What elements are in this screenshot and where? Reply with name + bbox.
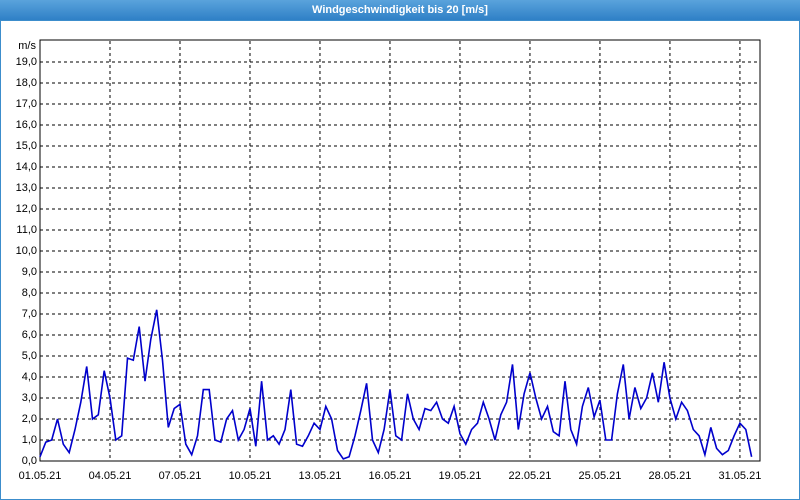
y-tick-label: 5,0 xyxy=(22,350,37,362)
x-tick-label: 01.05.21 xyxy=(19,470,62,482)
chart-title: Windgeschwindigkeit bis 20 [m/s] xyxy=(312,4,488,16)
x-tick-label: 07.05.21 xyxy=(159,470,202,482)
y-tick-label: 1,0 xyxy=(22,434,37,446)
plot-border xyxy=(39,39,761,462)
x-tick-label: 16.05.21 xyxy=(369,470,412,482)
y-tick-label: 7,0 xyxy=(22,308,37,320)
frame xyxy=(0,20,800,500)
y-tick-label: 16,0 xyxy=(16,119,37,131)
x-tick-label: 22.05.21 xyxy=(509,470,552,482)
y-tick-label: 18,0 xyxy=(16,77,37,89)
y-tick-label: 12,0 xyxy=(16,203,37,215)
x-tick-label: 10.05.21 xyxy=(229,470,272,482)
title-bar xyxy=(0,0,800,20)
x-tick-label: 19.05.21 xyxy=(439,470,482,482)
y-tick-label: 8,0 xyxy=(22,287,37,299)
x-tick-label: 13.05.21 xyxy=(299,470,342,482)
y-tick-label: 3,0 xyxy=(22,392,37,404)
y-tick-label: 2,0 xyxy=(22,413,37,425)
x-tick-label: 31.05.21 xyxy=(719,470,762,482)
y-tick-label: 4,0 xyxy=(22,371,37,383)
y-tick-label: 6,0 xyxy=(22,329,37,341)
x-tick-label: 25.05.21 xyxy=(579,470,622,482)
x-tick-label: 28.05.21 xyxy=(649,470,692,482)
y-tick-label: 15,0 xyxy=(16,140,37,152)
y-tick-label: 19,0 xyxy=(16,56,37,68)
y-tick-label: 14,0 xyxy=(16,161,37,173)
y-axis-label: m/s xyxy=(18,40,36,52)
data-line xyxy=(39,309,753,460)
y-tick-label: 11,0 xyxy=(16,224,37,236)
y-tick-label: 9,0 xyxy=(22,266,37,278)
y-tick-label: 0,0 xyxy=(22,455,37,467)
x-tick-label: 04.05.21 xyxy=(89,470,132,482)
y-tick-label: 17,0 xyxy=(16,98,37,110)
y-tick-label: 10,0 xyxy=(16,245,37,257)
y-tick-label: 13,0 xyxy=(16,182,37,194)
